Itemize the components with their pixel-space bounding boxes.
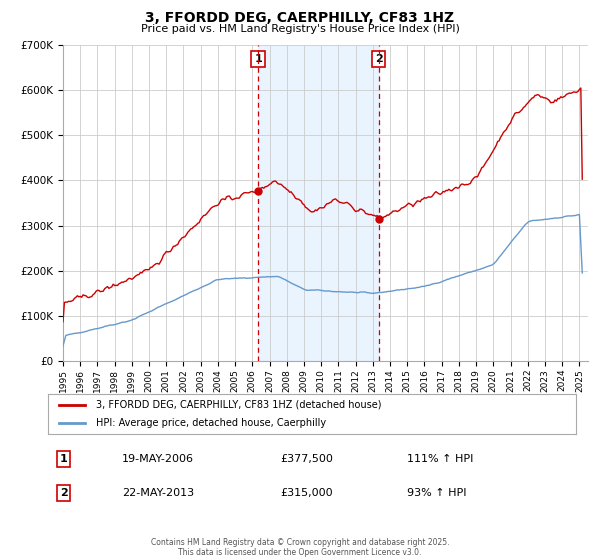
Bar [258, 45, 379, 361]
Text: 19-MAY-2006: 19-MAY-2006 [122, 454, 194, 464]
Text: Contains HM Land Registry data © Crown copyright and database right 2025.
This d: Contains HM Land Registry data © Crown c… [151, 538, 449, 557]
Text: 3, FFORDD DEG, CAERPHILLY, CF83 1HZ (detached house): 3, FFORDD DEG, CAERPHILLY, CF83 1HZ (det… [95, 400, 381, 410]
Text: 2: 2 [60, 488, 68, 498]
Text: £315,000: £315,000 [280, 488, 333, 498]
Text: 1: 1 [60, 454, 68, 464]
Text: 1: 1 [254, 54, 262, 64]
Text: 22-MAY-2013: 22-MAY-2013 [122, 488, 194, 498]
Text: HPI: Average price, detached house, Caerphilly: HPI: Average price, detached house, Caer… [95, 418, 326, 428]
Text: Price paid vs. HM Land Registry's House Price Index (HPI): Price paid vs. HM Land Registry's House … [140, 24, 460, 34]
Text: £377,500: £377,500 [280, 454, 333, 464]
Text: 111% ↑ HPI: 111% ↑ HPI [407, 454, 473, 464]
Text: 3, FFORDD DEG, CAERPHILLY, CF83 1HZ: 3, FFORDD DEG, CAERPHILLY, CF83 1HZ [145, 11, 455, 25]
Text: 93% ↑ HPI: 93% ↑ HPI [407, 488, 467, 498]
Text: 2: 2 [374, 54, 382, 64]
